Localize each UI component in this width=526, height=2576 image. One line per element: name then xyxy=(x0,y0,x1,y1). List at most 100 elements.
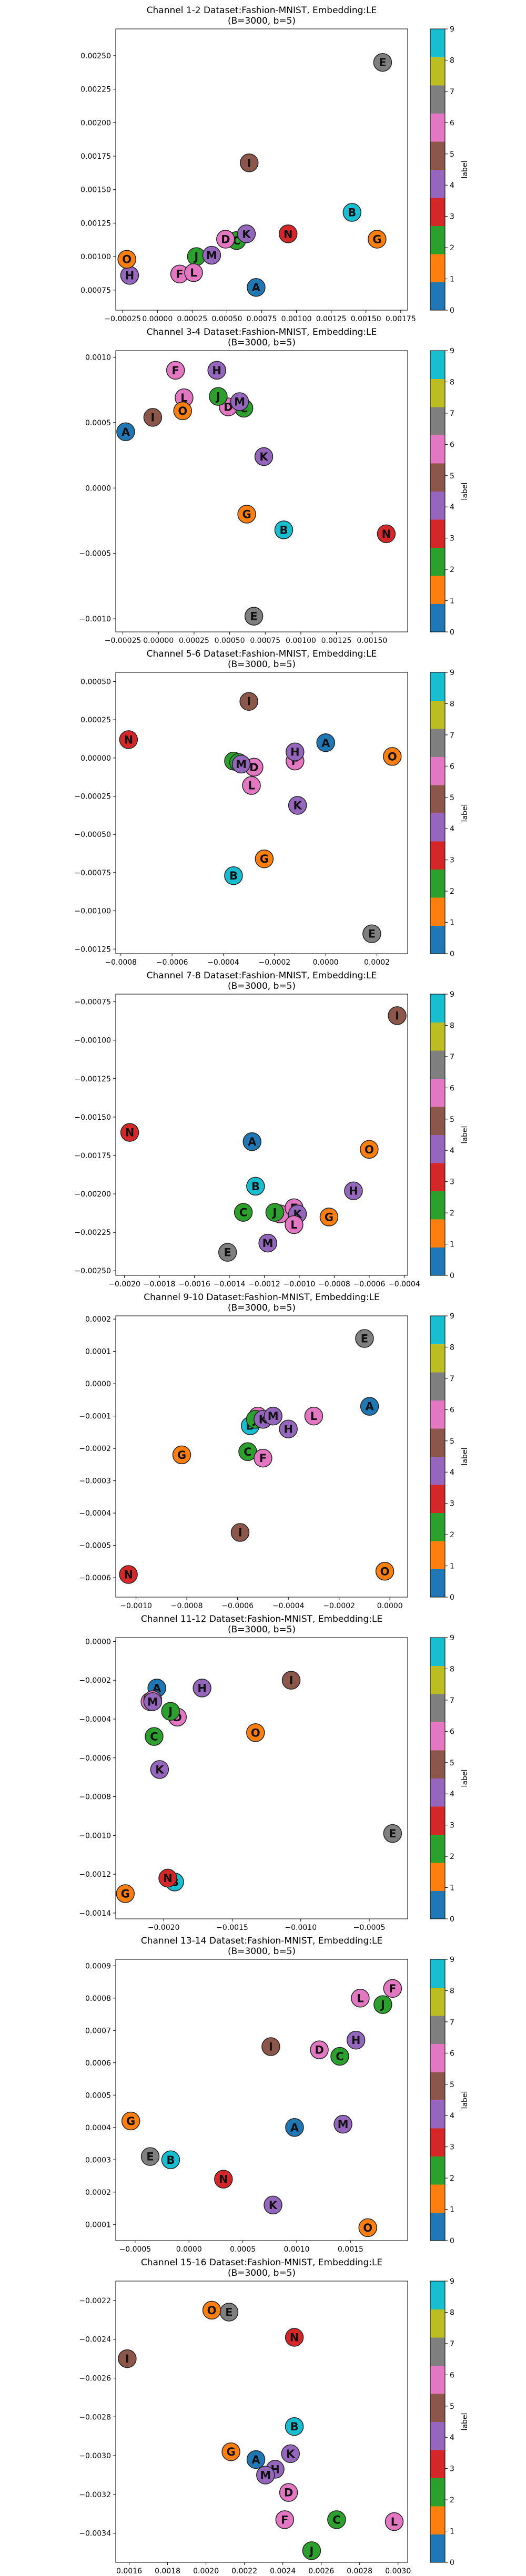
colorbar-tick-label: 3 xyxy=(450,1500,454,1508)
point-label: E xyxy=(361,1333,368,1345)
x-tick-label: −0.0004 xyxy=(388,1280,420,1289)
colorbar-segment xyxy=(430,169,445,198)
point-label: A xyxy=(290,2121,299,2134)
point-marker xyxy=(237,224,256,243)
colorbar-segment xyxy=(430,2100,445,2129)
colorbar-segment xyxy=(430,351,445,379)
colorbar-tick-label: 7 xyxy=(450,2018,454,2027)
colorbar-segment xyxy=(430,547,445,576)
x-tick-label: 0.00125 xyxy=(321,637,352,645)
point-marker xyxy=(214,2170,233,2189)
colorbar-label: label xyxy=(461,161,469,179)
colorbar-tick-label: 4 xyxy=(450,181,454,190)
point-marker xyxy=(230,1523,250,1542)
colorbar-segment xyxy=(430,1456,445,1485)
colorbar-label: label xyxy=(461,1448,469,1466)
chart-subtitle: (B=3000, b=5) xyxy=(228,1624,296,1635)
chart-subtitle: (B=3000, b=5) xyxy=(228,338,296,348)
x-tick-label: 0.00100 xyxy=(286,637,316,645)
point-marker xyxy=(358,2218,377,2237)
colorbar-segment xyxy=(430,1191,445,1220)
colorbar-tick-label: 7 xyxy=(450,1375,454,1383)
colorbar-tick-label: 6 xyxy=(450,762,454,771)
point-marker xyxy=(116,1884,135,1903)
y-tick-label: −0.00025 xyxy=(74,793,111,801)
chart-subtitle: (B=3000, b=5) xyxy=(228,981,296,991)
y-tick-label: 0.00050 xyxy=(80,678,111,686)
colorbar-segment xyxy=(430,1665,445,1694)
point-marker xyxy=(383,1979,402,1998)
colorbar-tick-label: 1 xyxy=(450,2528,454,2536)
colorbar-tick-label: 8 xyxy=(450,1021,454,1030)
colorbar-segment xyxy=(430,1722,445,1751)
x-tick-label: 0.00000 xyxy=(142,315,173,323)
point-label: M xyxy=(147,1695,158,1708)
colorbar-tick-label: 5 xyxy=(450,2081,454,2089)
point-label: E xyxy=(146,2151,154,2163)
y-tick-label: −0.0032 xyxy=(79,2491,111,2499)
colorbar-tick-label: 9 xyxy=(450,1956,454,1964)
point-label: N xyxy=(382,528,391,540)
point-marker xyxy=(254,1448,272,1468)
x-tick-label: −0.0020 xyxy=(148,1924,180,1932)
point-label: H xyxy=(197,1682,207,1694)
colorbar-tick-label: 7 xyxy=(450,410,454,418)
point-label: L xyxy=(180,392,187,404)
point-label: N xyxy=(219,2173,228,2186)
colorbar-tick-label: 5 xyxy=(450,794,454,802)
colorbar-segment xyxy=(430,1428,445,1457)
colorbar-tick-label: 6 xyxy=(450,441,454,449)
colorbar: 0 1 2 3 4 5 6 7 8 9 label xyxy=(430,1634,469,1924)
colorbar-segment xyxy=(430,435,445,464)
point-marker xyxy=(231,754,251,774)
colorbar-segment xyxy=(430,925,445,954)
y-tick-label: −0.00225 xyxy=(74,1229,111,1237)
x-tick-label: 0.0000 xyxy=(377,1602,403,1610)
colorbar-tick-label: 9 xyxy=(450,25,454,34)
x-tick-label: 0.0010 xyxy=(284,2245,310,2254)
point-label: E xyxy=(250,610,257,623)
point-marker xyxy=(333,2114,352,2134)
colorbar-segment xyxy=(430,869,445,898)
point-N: N xyxy=(285,2328,304,2347)
point-marker xyxy=(120,1123,139,1142)
x-tick-label: 0.00150 xyxy=(351,315,381,323)
colorbar-segment xyxy=(430,1316,445,1344)
colorbar-segment xyxy=(430,604,445,632)
point-label: M xyxy=(262,1237,274,1250)
y-tick-label: −0.00100 xyxy=(74,1037,111,1045)
colorbar-tick-label: 7 xyxy=(450,731,454,740)
y-tick-label: 0.00150 xyxy=(80,186,111,195)
y-tick-label: −0.0006 xyxy=(79,1574,111,1582)
y-tick-label: 0.00200 xyxy=(80,119,111,127)
chart-panel-7: Channel 13-14 Dataset:Fashion-MNIST, Emb… xyxy=(85,1936,469,2254)
colorbar-segment xyxy=(430,2184,445,2213)
point-label: F xyxy=(176,268,183,281)
point-label: J xyxy=(167,1705,173,1718)
point-label: J xyxy=(215,391,220,403)
y-tick-label: −0.00150 xyxy=(74,1113,111,1122)
point-B: B xyxy=(246,1177,265,1196)
x-tick-label: −0.0015 xyxy=(216,1924,248,1932)
point-H: H xyxy=(207,361,226,380)
point-label: E xyxy=(224,1246,231,1259)
point-marker xyxy=(278,224,298,243)
y-tick-label: 0.00250 xyxy=(80,52,111,60)
y-tick-label: −0.0022 xyxy=(79,2297,111,2305)
y-tick-label: 0.0001 xyxy=(85,1348,111,1356)
colorbar-tick-label: 0 xyxy=(450,950,454,958)
chart-subtitle: (B=3000, b=5) xyxy=(228,1303,296,1313)
point-label: N xyxy=(124,733,134,746)
point-marker xyxy=(239,692,258,711)
colorbar-tick-label: 5 xyxy=(450,1759,454,1767)
point-M: M xyxy=(231,754,251,774)
colorbar-segment xyxy=(430,1778,445,1807)
x-tick-label: −0.0012 xyxy=(248,1280,280,1289)
colorbar-segment xyxy=(430,1485,445,1513)
point-label: O xyxy=(380,1565,390,1578)
x-tick-label: 0.00075 xyxy=(247,315,277,323)
point-E: E xyxy=(373,53,392,72)
point-K: K xyxy=(254,447,274,466)
point-H: H xyxy=(346,2030,366,2050)
point-label: C xyxy=(336,2050,343,2063)
